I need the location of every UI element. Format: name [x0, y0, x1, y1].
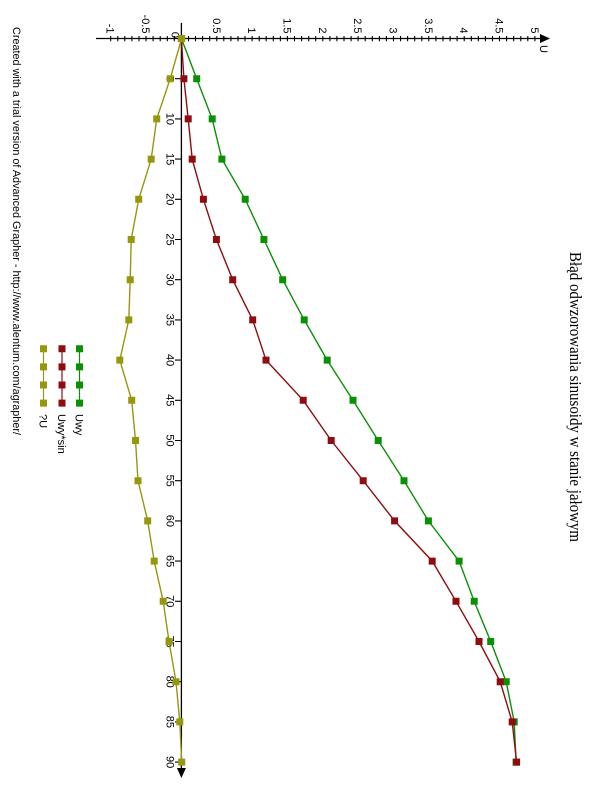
svg-text:35: 35	[164, 314, 176, 326]
svg-text:55: 55	[164, 475, 176, 487]
svg-text:40: 40	[164, 354, 176, 366]
svg-text:Uwy*sin: Uwy*sin	[55, 414, 67, 454]
svg-text:Created with a trial version o: Created with a trial version of Advanced…	[10, 27, 22, 436]
svg-text:0.5: 0.5	[210, 18, 222, 33]
svg-text:2.5: 2.5	[351, 18, 363, 33]
svg-text:0: 0	[169, 32, 181, 38]
svg-text:85: 85	[164, 716, 176, 728]
svg-text:90: 90	[164, 756, 176, 768]
svg-text:60: 60	[164, 515, 176, 527]
svg-text:Uwy: Uwy	[73, 414, 85, 436]
svg-text:20: 20	[164, 193, 176, 205]
svg-text:45: 45	[164, 394, 176, 406]
svg-text:U: U	[537, 45, 549, 53]
svg-text:-0.5: -0.5	[139, 15, 151, 34]
svg-text:-1: -1	[104, 24, 116, 34]
svg-text:1: 1	[245, 27, 257, 33]
svg-text:15: 15	[164, 153, 176, 165]
svg-text:2: 2	[316, 27, 328, 33]
svg-text:3.5: 3.5	[422, 18, 434, 33]
svg-text:25: 25	[164, 233, 176, 245]
svg-text:?U: ?U	[37, 414, 49, 428]
svg-text:1.5: 1.5	[280, 18, 292, 33]
svg-text:4.5: 4.5	[493, 18, 505, 33]
svg-text:10: 10	[164, 113, 176, 125]
svg-text:5: 5	[528, 27, 540, 33]
svg-text:Błąd odwzorowania sinusoidy w: Błąd odwzorowania sinusoidy w stanie jał…	[566, 252, 585, 542]
svg-text:65: 65	[164, 555, 176, 567]
svg-text:30: 30	[164, 274, 176, 286]
svg-text:4: 4	[457, 27, 469, 33]
svg-text:3: 3	[387, 27, 399, 33]
svg-text:50: 50	[164, 434, 176, 446]
